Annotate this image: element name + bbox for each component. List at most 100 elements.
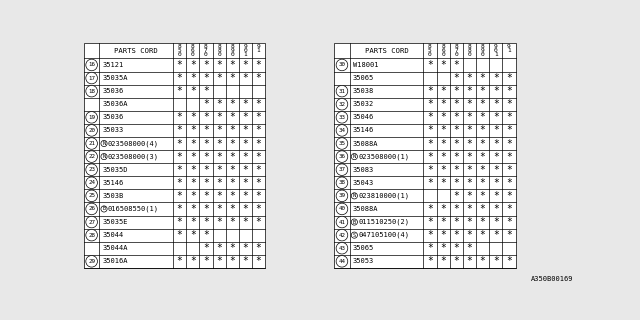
Text: *: *	[203, 230, 209, 240]
Text: *: *	[479, 73, 486, 83]
Text: *: *	[440, 178, 446, 188]
Text: *: *	[243, 112, 248, 122]
Text: N: N	[102, 141, 106, 146]
Text: *: *	[493, 112, 499, 122]
Text: *: *	[467, 178, 472, 188]
Text: *: *	[493, 217, 499, 227]
Text: 0: 0	[191, 52, 195, 57]
Text: 35036: 35036	[102, 88, 124, 94]
Text: 35146: 35146	[102, 180, 124, 186]
Text: *: *	[229, 60, 236, 70]
Text: *: *	[453, 178, 460, 188]
Text: *: *	[427, 204, 433, 214]
Text: *: *	[243, 165, 248, 175]
Text: *: *	[177, 139, 182, 148]
Text: *: *	[190, 217, 196, 227]
Text: 40: 40	[339, 206, 346, 212]
Text: 0: 0	[441, 52, 445, 57]
Text: *: *	[256, 256, 262, 266]
Text: 35046: 35046	[353, 114, 374, 120]
Text: 35036A: 35036A	[102, 101, 128, 107]
Text: *: *	[453, 139, 460, 148]
Circle shape	[336, 243, 348, 254]
Text: *: *	[203, 243, 209, 253]
Text: *: *	[479, 191, 486, 201]
Text: *: *	[203, 112, 209, 122]
Text: *: *	[427, 178, 433, 188]
Text: *: *	[256, 99, 262, 109]
Bar	[84, 43, 265, 268]
Text: *: *	[467, 165, 472, 175]
Text: *: *	[190, 165, 196, 175]
Text: *: *	[493, 191, 499, 201]
Text: *: *	[256, 178, 262, 188]
Text: *: *	[440, 99, 446, 109]
Text: 35032: 35032	[353, 101, 374, 107]
Text: *: *	[177, 204, 182, 214]
Text: 011510250(2): 011510250(2)	[358, 219, 409, 225]
Text: *: *	[493, 204, 499, 214]
Text: 35065: 35065	[353, 245, 374, 251]
Text: *: *	[479, 217, 486, 227]
Text: *: *	[256, 165, 262, 175]
Text: *: *	[243, 217, 248, 227]
Text: *: *	[493, 86, 499, 96]
Text: *: *	[453, 99, 460, 109]
Text: *: *	[216, 99, 222, 109]
Text: 35043: 35043	[353, 180, 374, 186]
Text: *: *	[177, 256, 182, 266]
Text: *: *	[506, 230, 512, 240]
Text: *: *	[190, 73, 196, 83]
Circle shape	[351, 219, 358, 225]
Text: 35121: 35121	[102, 62, 124, 68]
Text: *: *	[229, 165, 236, 175]
Text: PARTS CORD: PARTS CORD	[115, 48, 158, 54]
Text: *: *	[216, 256, 222, 266]
Text: *: *	[203, 86, 209, 96]
Circle shape	[86, 112, 97, 123]
Circle shape	[336, 229, 348, 241]
Text: 32: 32	[339, 102, 346, 107]
Text: *: *	[440, 139, 446, 148]
Text: *: *	[216, 139, 222, 148]
Text: *: *	[506, 204, 512, 214]
Text: *: *	[203, 60, 209, 70]
Text: 19: 19	[88, 115, 95, 120]
Circle shape	[336, 164, 348, 175]
Text: 5: 5	[178, 48, 182, 53]
Text: *: *	[453, 86, 460, 96]
Text: *: *	[177, 165, 182, 175]
Text: 1: 1	[494, 52, 498, 57]
Text: *: *	[506, 112, 512, 122]
Text: *: *	[427, 99, 433, 109]
Text: *: *	[216, 125, 222, 135]
Text: 41: 41	[339, 220, 346, 225]
Text: 0: 0	[217, 52, 221, 57]
Text: *: *	[256, 204, 262, 214]
Text: *: *	[190, 178, 196, 188]
Text: 9: 9	[230, 48, 234, 53]
Text: 35038: 35038	[353, 88, 374, 94]
Circle shape	[101, 140, 107, 147]
Text: *: *	[506, 125, 512, 135]
Text: *: *	[190, 152, 196, 162]
Text: *: *	[203, 139, 209, 148]
Text: *: *	[427, 112, 433, 122]
Text: *: *	[440, 230, 446, 240]
Circle shape	[86, 124, 97, 136]
Text: 0: 0	[230, 52, 234, 57]
Text: 8: 8	[468, 48, 471, 53]
Text: *: *	[243, 139, 248, 148]
Text: *: *	[427, 217, 433, 227]
Text: 047105100(4): 047105100(4)	[358, 232, 409, 238]
Text: *: *	[479, 112, 486, 122]
Text: *: *	[440, 204, 446, 214]
Text: *: *	[479, 230, 486, 240]
Circle shape	[336, 85, 348, 97]
Text: *: *	[453, 112, 460, 122]
Circle shape	[336, 216, 348, 228]
Text: 35036: 35036	[102, 114, 124, 120]
Text: *: *	[479, 256, 486, 266]
Text: 35035D: 35035D	[102, 167, 128, 173]
Text: 35035A: 35035A	[102, 75, 128, 81]
